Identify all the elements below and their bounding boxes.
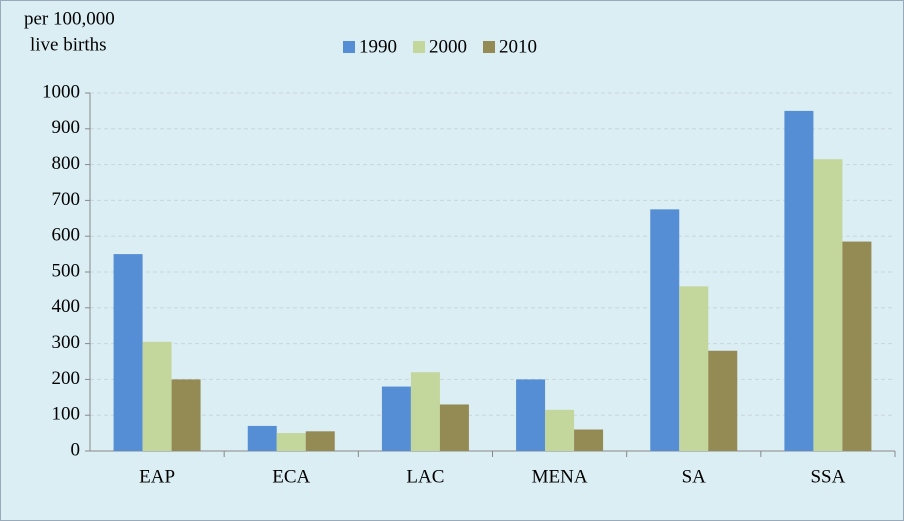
bar bbox=[113, 254, 143, 451]
y-tick-label: 100 bbox=[52, 404, 81, 425]
bar bbox=[574, 429, 604, 451]
x-tick-label: EAP bbox=[139, 466, 175, 487]
y-tick-label: 1000 bbox=[42, 81, 80, 102]
bar bbox=[784, 110, 814, 452]
bar bbox=[410, 372, 440, 451]
y-tick-label: 500 bbox=[52, 260, 81, 281]
bar bbox=[708, 350, 738, 451]
x-tick-label: MENA bbox=[532, 466, 588, 487]
bar bbox=[545, 409, 575, 451]
y-tick-label: 700 bbox=[52, 189, 81, 210]
x-tick-label: ECA bbox=[272, 466, 310, 487]
bar bbox=[305, 431, 335, 451]
y-axis-label: per 100,000 bbox=[24, 8, 115, 29]
y-axis-label: live births bbox=[30, 34, 107, 55]
y-tick-label: 900 bbox=[52, 117, 81, 138]
legend-label: 2000 bbox=[429, 36, 467, 57]
bar bbox=[247, 425, 277, 451]
legend-swatch bbox=[343, 41, 355, 53]
legend-swatch bbox=[413, 41, 425, 53]
y-tick-label: 300 bbox=[52, 332, 81, 353]
y-tick-label: 800 bbox=[52, 153, 81, 174]
bar bbox=[650, 209, 680, 451]
legend-label: 1990 bbox=[359, 36, 397, 57]
bar bbox=[516, 379, 546, 451]
bar bbox=[813, 159, 843, 452]
legend-swatch bbox=[483, 41, 495, 53]
x-tick-label: SA bbox=[682, 466, 707, 487]
bar bbox=[276, 433, 306, 451]
y-tick-label: 0 bbox=[71, 439, 81, 460]
bar bbox=[142, 341, 172, 451]
y-tick-label: 200 bbox=[52, 368, 81, 389]
bar bbox=[679, 286, 709, 451]
bar bbox=[439, 404, 469, 451]
x-tick-label: LAC bbox=[406, 466, 444, 487]
y-tick-label: 400 bbox=[52, 296, 81, 317]
y-tick-label: 600 bbox=[52, 225, 81, 246]
x-tick-label: SSA bbox=[810, 466, 845, 487]
legend-label: 2010 bbox=[499, 36, 537, 57]
bar bbox=[381, 386, 411, 451]
bar bbox=[171, 379, 201, 451]
bar bbox=[842, 241, 872, 451]
